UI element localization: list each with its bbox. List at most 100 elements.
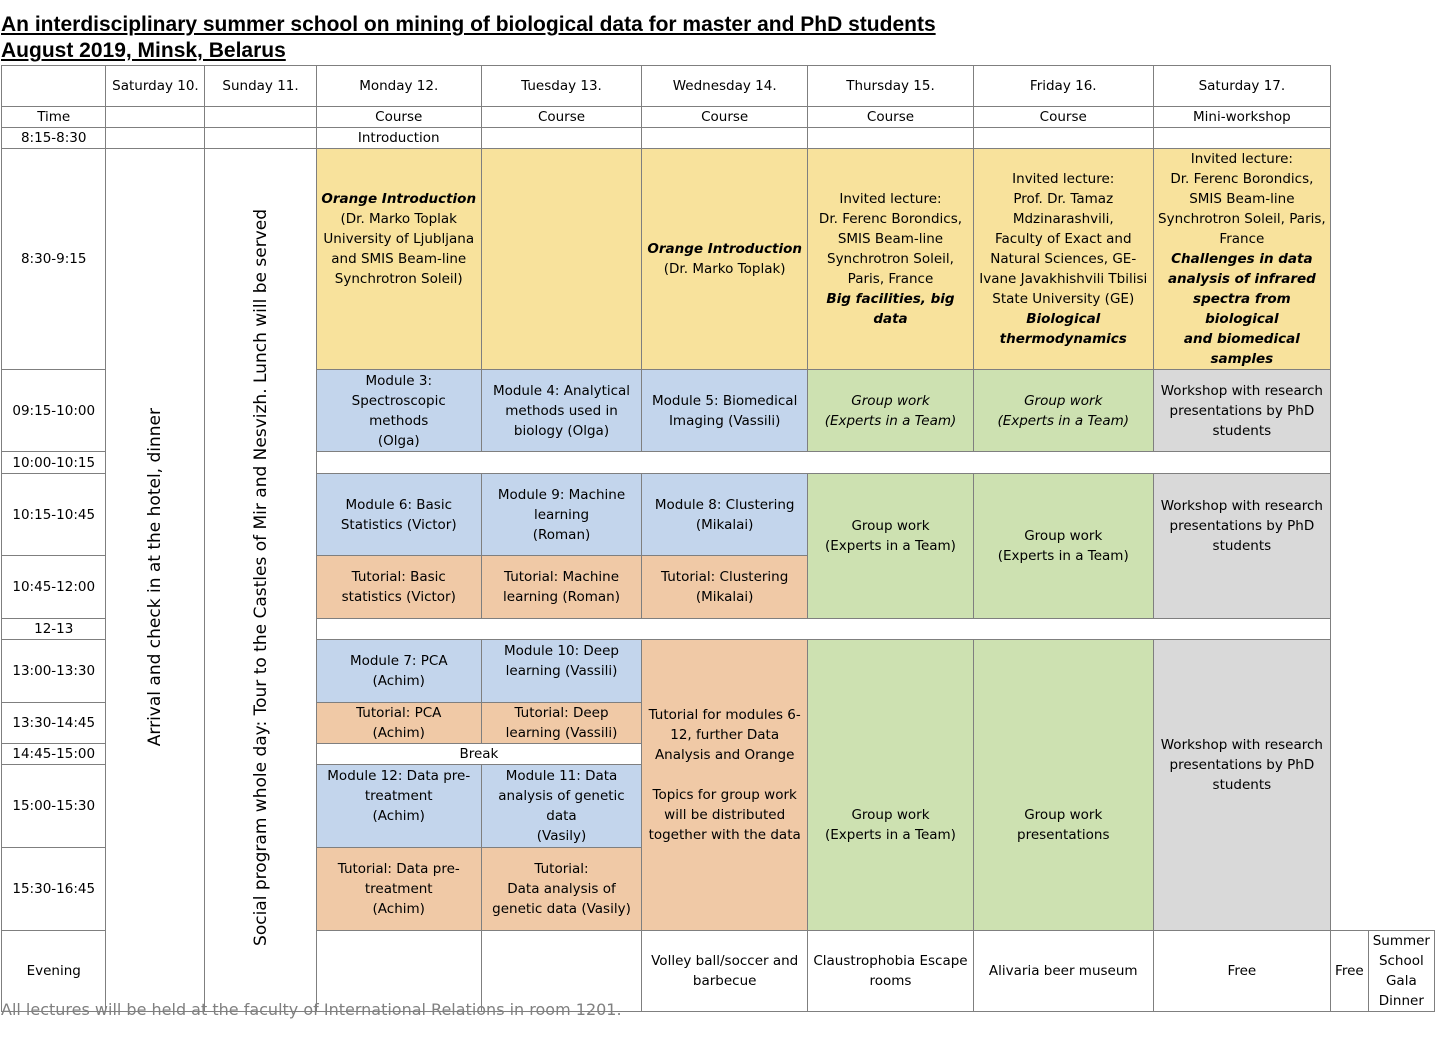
cell-line: Topics for group work (652, 787, 797, 803)
cell-line: data (546, 808, 577, 824)
cell-line: Workshop with research (1160, 382, 1323, 399)
time-cell: 13:00-13:30 (0, 639, 107, 703)
lecture-line: (Dr. Marko Toplak (340, 211, 458, 227)
page-subtitle: August 2019, Minsk, Belarus (1, 39, 286, 62)
cell-line: Module 7: PCA (349, 653, 448, 669)
wednesday-tutorial-cell: Tutorial for modules 6- 12, further Data… (641, 639, 809, 931)
tuesday-lecture-cell (480, 148, 643, 370)
lecture-line: Prof. Dr. Tamaz (1013, 191, 1114, 207)
saturday-arrival-text: Arrival and check in at the hotel, dinne… (145, 407, 166, 747)
cell-line: will be distributed (664, 807, 786, 823)
module-4-cell: Module 4: Analytical methods used in bio… (480, 369, 643, 452)
cell-line: learning (Roman) (503, 589, 620, 605)
sunday-social-text: Social program whole day: Tour to the Ca… (250, 208, 271, 946)
cell-line: barbecue (692, 973, 757, 989)
thursday-lecture-cell: Invited lecture: Dr. Ferenc Borondics, S… (807, 148, 974, 370)
lecture-title: and biomedical samples (1183, 331, 1300, 367)
cell-line: Tutorial: Data pre- (337, 861, 460, 877)
table-row: 13:30-14:45 Tutorial: PCA (Achim) Tutori… (0, 702, 1435, 744)
cell-line: (Vasily) (536, 828, 587, 844)
table-row: 15:30-16:45 Tutorial: Data pre- treatmen… (0, 847, 1435, 931)
cell-line: Statistics (Victor) (340, 516, 457, 533)
cell-line: (Olga) (377, 432, 420, 449)
type-cell (105, 106, 206, 128)
module-6-cell: Module 6: Basic Statistics (Victor) (315, 473, 482, 556)
lecture-line: and SMIS Beam-line (331, 251, 467, 267)
cell-line: (Achim) (372, 725, 425, 741)
time-cell: 12-13 (0, 618, 107, 640)
cell-line: Data analysis of (507, 881, 616, 897)
cell-line: Group work (1024, 528, 1103, 544)
cell-line: Tutorial: PCA (356, 705, 442, 721)
table-row: 12-13 (0, 618, 1435, 640)
header-cell: Thursday 15. (807, 65, 974, 107)
evening-friday-cell: Free (1330, 930, 1369, 1012)
lecture-title: Orange Introduction (647, 241, 802, 257)
time-cell: 15:30-16:45 (0, 847, 107, 931)
empty-cell (204, 127, 317, 149)
time-cell: 10:00-10:15 (0, 451, 107, 474)
cell-line: Group work (851, 392, 930, 409)
cell-line: Spectroscopic (351, 392, 446, 409)
empty-cell (480, 127, 643, 149)
table-row: 8:15-8:30 Introduction (0, 127, 1435, 149)
cell-line: Analysis and Orange (654, 747, 795, 763)
time-cell: 09:15-10:00 (0, 369, 107, 452)
table-header-row: Saturday 10. Sunday 11. Monday 12. Tuesd… (0, 65, 1435, 107)
cell-line: together with the data (648, 827, 801, 843)
tutorial-clustering-cell: Tutorial: Clustering (Mikalai) (641, 555, 809, 619)
cell-line: (Experts in a Team) (997, 548, 1129, 564)
module-10-cell: Module 10: Deep learning (Vassili) (480, 639, 643, 703)
empty-cell (105, 127, 206, 149)
lecture-line: Dr. Ferenc Borondics, (818, 211, 963, 227)
cell-line: Tutorial: Machine (504, 569, 619, 585)
saturday-workshop-cell: Workshop with research presentations by … (1152, 639, 1332, 931)
table-row: 09:15-10:00 Module 3: Spectroscopic meth… (0, 369, 1435, 452)
cell-line: Tutorial: Deep (514, 705, 609, 721)
coffee-gap-cell (315, 451, 1332, 474)
cell-line: Tutorial: (534, 861, 589, 877)
cell-line: Group work (1024, 807, 1103, 823)
lecture-line: Synchrotron Soleil, Paris, (1158, 211, 1326, 227)
cell-line: Module 6: Basic (345, 496, 453, 513)
cell-line: Claustrophobia Escape (813, 953, 968, 969)
module-7-cell: Module 7: PCA (Achim) (315, 639, 482, 703)
lecture-title: Challenges in data (1171, 251, 1313, 267)
lecture-line: Synchrotron Soleil) (334, 271, 463, 287)
cell-line: Module 5: Biomedical (652, 392, 798, 409)
table-row: Evening Volley ball/soccer and barbecue … (0, 930, 1435, 1012)
cell-line: Dinner (1378, 993, 1424, 1009)
cell-line: students (1212, 777, 1272, 793)
table-row: 14:45-15:00 Break (0, 743, 1435, 765)
module-3-cell: Module 3: Spectroscopic methods (Olga) (315, 369, 482, 452)
footnote: All lectures will be held at the faculty… (1, 1000, 622, 1019)
header-cell: Saturday 17. (1152, 65, 1332, 107)
friday-lecture-cell: Invited lecture: Prof. Dr. Tamaz Mdzinar… (972, 148, 1154, 370)
table-row: 8:30-9:15 Arrival and check in at the ho… (0, 148, 1435, 1012)
lecture-title: Biological (1026, 311, 1101, 327)
module-12-cell: Module 12: Data pre- treatment (Achim) (315, 764, 482, 848)
lecture-line: Mdzinarashvili, (1012, 211, 1114, 227)
header-cell: Friday 16. (972, 65, 1154, 107)
type-cell: Course (315, 106, 482, 128)
cell-line: Workshop with research (1160, 737, 1323, 753)
cell-line: Imaging (Vassili) (668, 412, 781, 429)
cell-line: genetic data (Vasily) (492, 901, 631, 917)
introduction-cell: Introduction (315, 127, 482, 149)
cell-line: Tutorial: Clustering (661, 569, 789, 585)
header-cell (0, 65, 107, 107)
type-cell: Course (972, 106, 1154, 128)
tutorial-deep-learning-cell: Tutorial: Deep learning (Vassili) (480, 702, 643, 744)
cell-line: presentations by PhD (1169, 402, 1315, 419)
cell-line: (Experts in a Team) (825, 538, 956, 554)
cell-line: treatment (364, 881, 433, 897)
cell-line: Module 8: Clustering (654, 496, 795, 513)
cell-line: Tutorial: Basic (351, 569, 446, 585)
lecture-line: Faculty of Exact and (994, 231, 1132, 247)
table-row: 10:45-12:00 Tutorial: Basic statistics (… (0, 555, 1435, 619)
table-type-row: Time Course Course Course Course Course … (0, 106, 1435, 128)
module-8-cell: Module 8: Clustering (Mikalai) (641, 473, 809, 556)
cell-line: (Mikalai) (695, 589, 754, 605)
empty-cell (1152, 127, 1332, 149)
cell-line: biology (Olga) (513, 422, 610, 439)
